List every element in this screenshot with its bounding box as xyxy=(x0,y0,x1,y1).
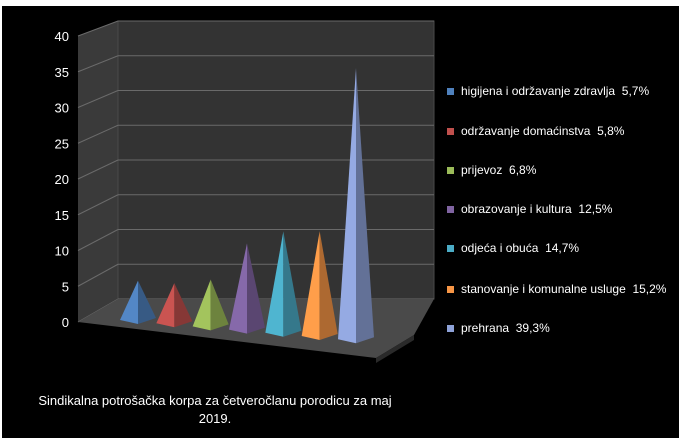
pyramid-1-right-face xyxy=(138,280,156,324)
pyramid-2-right-face xyxy=(174,283,193,328)
gridline-side-15 xyxy=(77,194,119,216)
y-tick-label: 15 xyxy=(55,208,69,223)
gridline-side-40 xyxy=(77,20,119,37)
pyramid-6-right-face xyxy=(319,231,338,340)
legend-item-prehrana: prehrana 39,3% xyxy=(447,318,550,338)
legend-item-domacinstvo: održavanje domaćinstva 5,8% xyxy=(447,121,624,141)
chart-caption: Sindikalna potrošačka korpa za četveročl… xyxy=(38,393,392,426)
y-tick-label: 35 xyxy=(55,65,69,80)
floor-edge xyxy=(376,335,414,363)
gridline-side-30 xyxy=(77,90,119,108)
pyramid-2-left-face xyxy=(156,283,175,328)
legend-swatch-odjeca xyxy=(447,244,454,252)
legend-swatch-domacinstvo xyxy=(447,127,454,135)
legend-item-obrazovanje: obrazovanje i kultura 12,5% xyxy=(447,199,612,219)
legend-label-prehrana: prehrana 39,3% xyxy=(461,321,550,335)
pyramid-3-right-face xyxy=(210,279,229,331)
y-tick-label: 30 xyxy=(55,101,69,116)
gridline-side-20 xyxy=(77,159,119,180)
legend-swatch-stanovanje xyxy=(447,285,454,293)
legend-label-stanovanje: stanovanje i komunalne usluge 15,2% xyxy=(461,282,667,296)
pyramid-1-left-face xyxy=(120,280,138,324)
pyramid-5-left-face xyxy=(265,231,284,337)
pyramid-4-right-face xyxy=(247,243,265,334)
y-tick-label: 20 xyxy=(55,172,69,187)
pyramid-6-left-face xyxy=(301,231,320,340)
y-tick-label: 25 xyxy=(55,136,69,151)
gridline-side-10 xyxy=(77,229,119,251)
legend-item-higijena: higijena i održavanje zdravlja 5,7% xyxy=(447,81,649,101)
pyramid-7-right-face xyxy=(356,68,374,344)
pyramid-5-right-face xyxy=(283,231,302,337)
legend-label-obrazovanje: obrazovanje i kultura 12,5% xyxy=(461,202,613,216)
legend-item-stanovanje: stanovanje i komunalne usluge 15,2% xyxy=(447,279,666,299)
pyramid-4-left-face xyxy=(229,243,247,334)
legend-item-prijevoz: prijevoz 6,8% xyxy=(447,160,536,180)
legend-label-odjeca: odjeća i obuća 14,7% xyxy=(461,241,580,255)
y-tick-label: 5 xyxy=(62,279,69,294)
gridline-side-25 xyxy=(77,124,119,144)
y-tick-label: 10 xyxy=(55,244,69,259)
y-tick-label: 40 xyxy=(55,29,69,44)
gridline-side-35 xyxy=(77,55,119,73)
legend-swatch-higijena xyxy=(447,87,454,95)
legend-swatch-prijevoz xyxy=(447,166,454,174)
legend-swatch-obrazovanje xyxy=(447,205,454,213)
pyramid-7-left-face xyxy=(338,68,356,344)
legend-label-domacinstvo: održavanje domaćinstva 5,8% xyxy=(461,124,625,138)
legend-swatch-prehrana xyxy=(447,324,454,332)
gridline-side-5 xyxy=(77,263,119,287)
legend-label-prijevoz: prijevoz 6,8% xyxy=(461,163,537,177)
y-tick-label: 0 xyxy=(62,315,69,330)
side-wall xyxy=(78,21,118,322)
pyramid-3-left-face xyxy=(192,279,211,331)
legend-item-odjeca: odjeća i obuća 14,7% xyxy=(447,238,579,258)
legend-label-higijena: higijena i održavanje zdravlja 5,7% xyxy=(461,84,650,98)
